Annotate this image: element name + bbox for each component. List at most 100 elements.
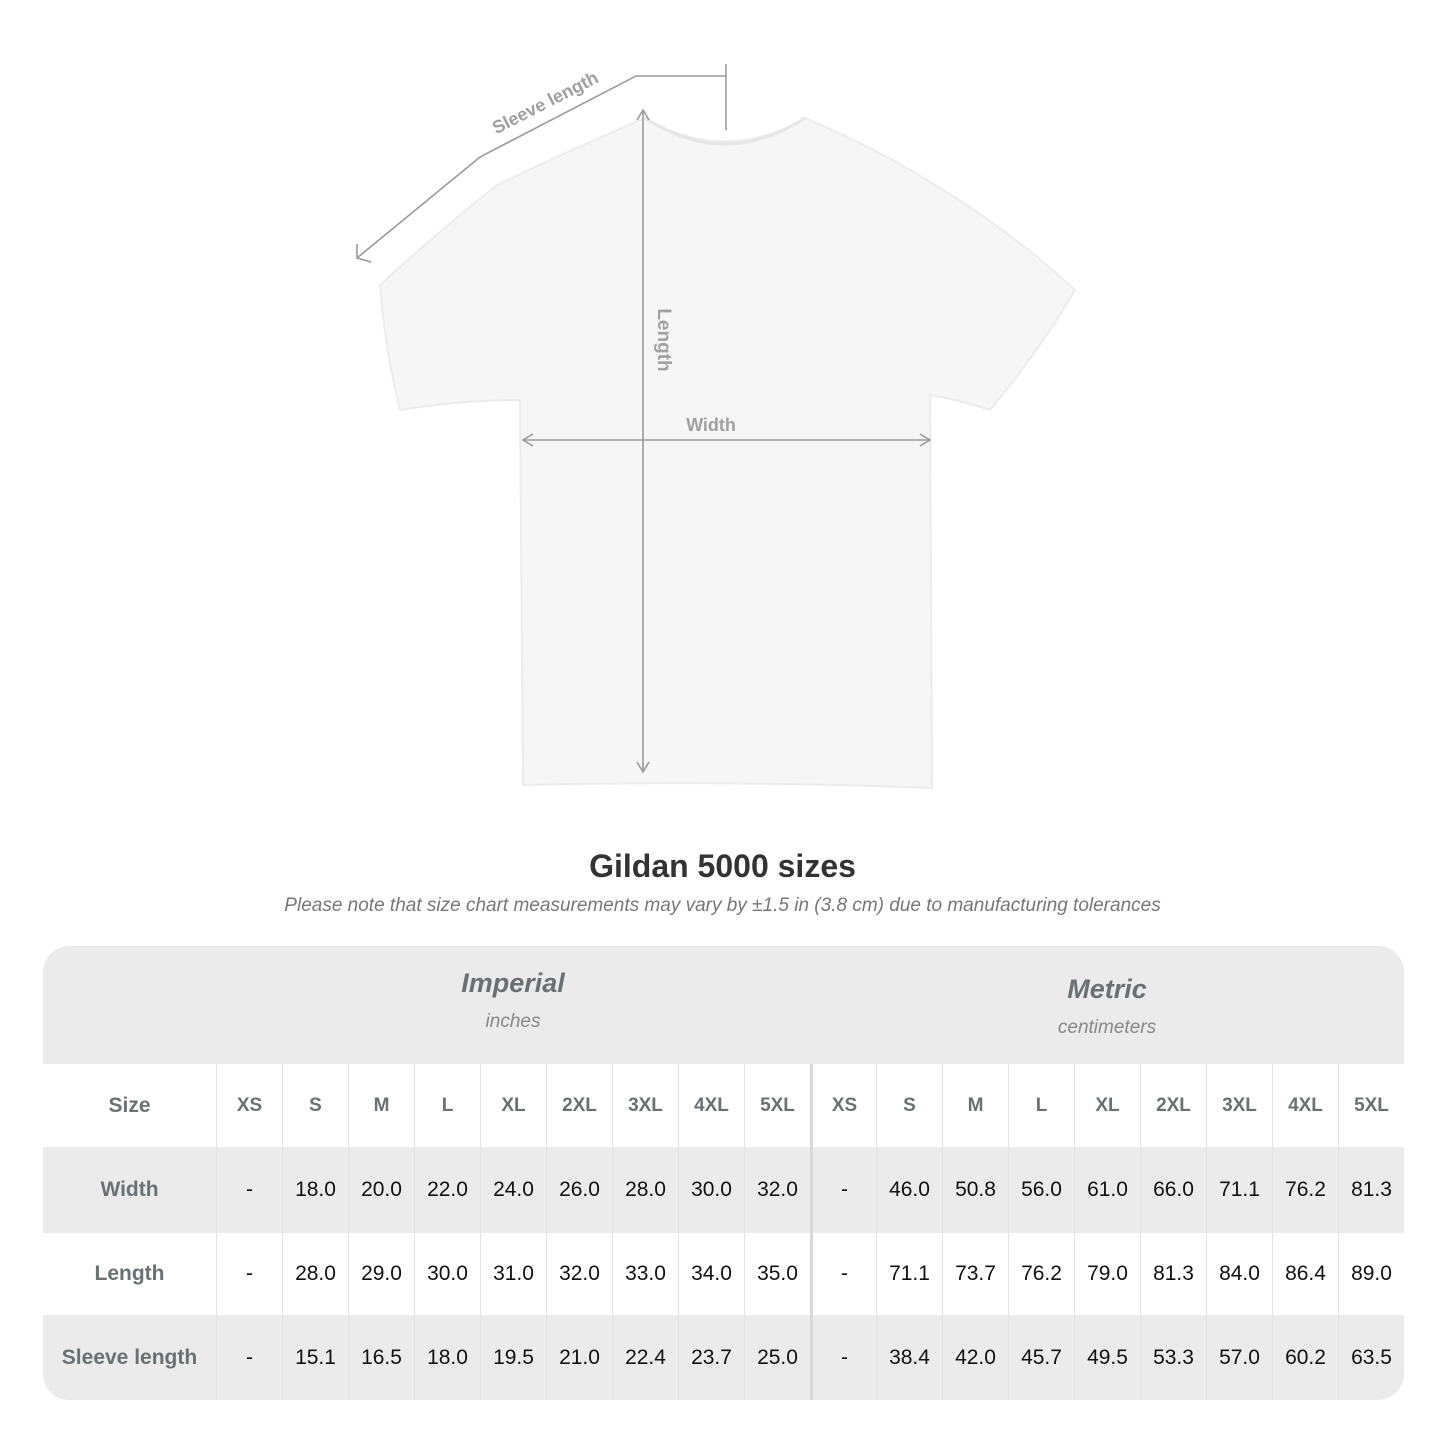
size-metric-header: L <box>1008 1064 1074 1147</box>
imperial-value: 20.0 <box>348 1147 414 1233</box>
metric-value: - <box>810 1315 876 1400</box>
imperial-value: - <box>216 1315 282 1400</box>
size-metric-header: S <box>876 1064 942 1147</box>
page-title: Gildan 5000 sizes <box>589 848 856 884</box>
metric-value: 38.4 <box>876 1315 942 1400</box>
metric-value: 79.0 <box>1074 1233 1140 1315</box>
imperial-value: 19.5 <box>480 1315 546 1400</box>
metric-value: 81.3 <box>1338 1147 1404 1233</box>
size-imperial-header: L <box>414 1064 480 1147</box>
imperial-value: 35.0 <box>744 1233 810 1315</box>
metric-title: Metric <box>1067 974 1147 1004</box>
imperial-value: 33.0 <box>612 1233 678 1315</box>
imperial-unit: inches <box>485 1011 541 1032</box>
metric-value: 73.7 <box>942 1233 1008 1315</box>
metric-value: 84.0 <box>1206 1233 1272 1315</box>
imperial-header: Imperial inches <box>216 968 810 1033</box>
size-imperial-header: 3XL <box>612 1064 678 1147</box>
imperial-value: 21.0 <box>546 1315 612 1400</box>
imperial-value: 31.0 <box>480 1233 546 1315</box>
width-arrow-left <box>521 433 534 447</box>
sleeve-arrowhead <box>356 244 372 263</box>
size-metric-header: M <box>942 1064 1008 1147</box>
imperial-value: 18.0 <box>282 1147 348 1233</box>
imperial-value: 16.5 <box>348 1315 414 1400</box>
size-imperial-header: XL <box>480 1064 546 1147</box>
metric-value: 63.5 <box>1338 1315 1404 1400</box>
metric-value: 89.0 <box>1338 1233 1404 1315</box>
size-metric-header: XL <box>1074 1064 1140 1147</box>
imperial-value: 15.1 <box>282 1315 348 1400</box>
metric-value: 42.0 <box>942 1315 1008 1400</box>
size-metric-header: 2XL <box>1140 1064 1206 1147</box>
imperial-value: 30.0 <box>414 1233 480 1315</box>
metric-header: Metric centimeters <box>810 974 1404 1039</box>
size-imperial-header: 4XL <box>678 1064 744 1147</box>
size-header-row: Size XS S M L XL 2XL 3XL 4XL 5XL XS S M L XL 2XL 3XL 4XL 5… <box>43 1064 1404 1147</box>
metric-value: 86.4 <box>1272 1233 1338 1315</box>
table-row: Width -18.0 20.0 22.0 24.0 26.0 28.0 30.0 32.0-4… <box>43 1147 1404 1233</box>
metric-value: 61.0 <box>1074 1147 1140 1233</box>
metric-value: 53.3 <box>1140 1315 1206 1400</box>
metric-value: 49.5 <box>1074 1315 1140 1400</box>
imperial-value: 32.0 <box>744 1147 810 1233</box>
imperial-value: 24.0 <box>480 1147 546 1233</box>
metric-value: 60.2 <box>1272 1315 1338 1400</box>
imperial-value: 22.4 <box>612 1315 678 1400</box>
imperial-value: 22.0 <box>414 1147 480 1233</box>
metric-value: 76.2 <box>1272 1147 1338 1233</box>
width-label: Width <box>686 415 736 435</box>
sleeve-length-line <box>356 75 726 259</box>
row-label: Sleeve length <box>61 1345 198 1369</box>
imperial-value: - <box>216 1147 282 1233</box>
size-imperial-header: M <box>348 1064 414 1147</box>
imperial-value: 28.0 <box>282 1233 348 1315</box>
imperial-value: 28.0 <box>612 1147 678 1233</box>
size-imperial-header: 5XL <box>744 1064 810 1147</box>
tshirt-diagram: Sleeve length Length Width <box>356 64 1077 790</box>
size-table: Imperial inches Metric centimeters Size X… <box>43 946 1404 1400</box>
metric-value: 50.8 <box>942 1147 1008 1233</box>
metric-value: 57.0 <box>1206 1315 1272 1400</box>
size-metric-header: 3XL <box>1206 1064 1272 1147</box>
length-label: Length <box>653 308 674 371</box>
tolerance-note: Please note that size chart measurements… <box>284 895 1161 916</box>
size-metric-header: 5XL <box>1338 1064 1404 1147</box>
table-header: Imperial inches Metric centimeters <box>43 946 1404 1064</box>
imperial-value: 26.0 <box>546 1147 612 1233</box>
imperial-value: 29.0 <box>348 1233 414 1315</box>
row-label: Width <box>100 1178 159 1201</box>
size-metric-header: XS <box>810 1064 876 1147</box>
size-imperial-header: S <box>282 1064 348 1147</box>
table-row: Sleeve length -15.1 16.5 18.0 19.5 21.0 22.4 23… <box>43 1315 1404 1400</box>
neckline <box>644 116 806 146</box>
size-metric-header: 4XL <box>1272 1064 1338 1147</box>
metric-value: 71.1 <box>1206 1147 1272 1233</box>
metric-unit: centimeters <box>1057 1017 1157 1038</box>
metric-value: 76.2 <box>1008 1233 1074 1315</box>
imperial-value: 34.0 <box>678 1233 744 1315</box>
metric-value: 81.3 <box>1140 1233 1206 1315</box>
table-row: Length -28.0 29.0 30.0 31.0 32.0 33.0 34.0 35.0-… <box>43 1233 1404 1315</box>
metric-value: 66.0 <box>1140 1147 1206 1233</box>
metric-value: 46.0 <box>876 1147 942 1233</box>
size-imperial-header: XS <box>216 1064 282 1147</box>
metric-value: - <box>810 1147 876 1233</box>
tshirt-shape <box>378 116 1077 790</box>
imperial-value: - <box>216 1233 282 1315</box>
row-label: Length <box>94 1262 165 1285</box>
metric-value: 45.7 <box>1008 1315 1074 1400</box>
size-label: Size <box>108 1093 151 1117</box>
width-arrow-right <box>919 433 932 447</box>
metric-value: - <box>810 1233 876 1315</box>
imperial-value: 25.0 <box>744 1315 810 1400</box>
metric-value: 56.0 <box>1008 1147 1074 1233</box>
metric-value: 71.1 <box>876 1233 942 1315</box>
imperial-value: 18.0 <box>414 1315 480 1400</box>
length-arrow-bottom <box>636 761 650 774</box>
imperial-value: 32.0 <box>546 1233 612 1315</box>
imperial-title: Imperial <box>461 968 565 998</box>
size-imperial-header: 2XL <box>546 1064 612 1147</box>
imperial-value: 23.7 <box>678 1315 744 1400</box>
length-arrow-top <box>636 108 650 121</box>
